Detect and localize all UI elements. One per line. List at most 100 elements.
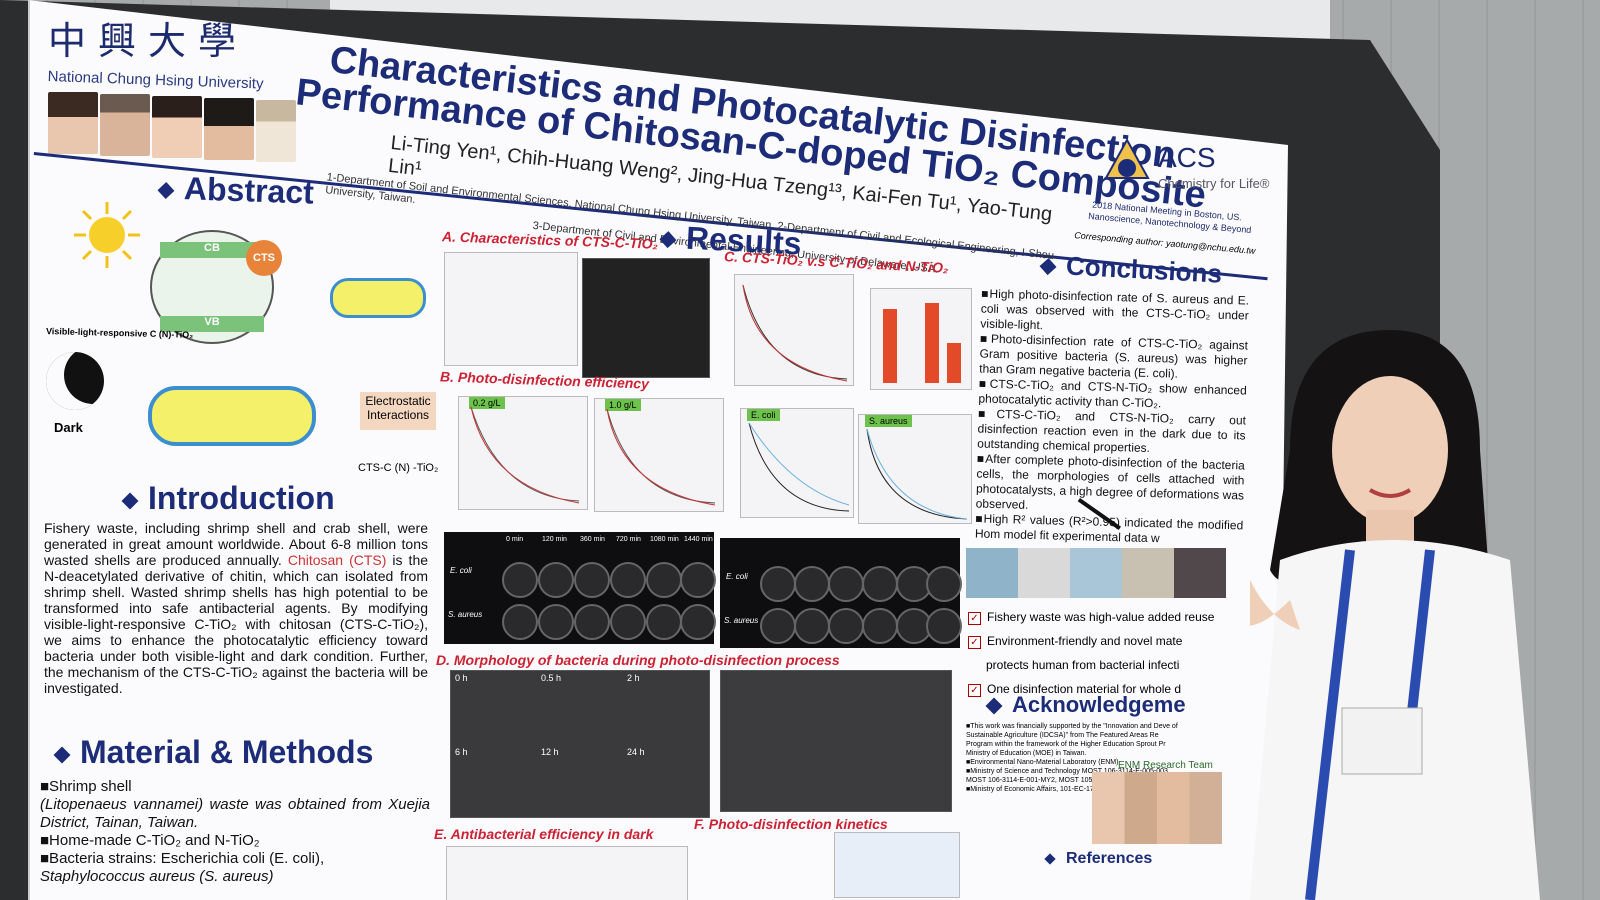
petri-dish <box>862 608 898 644</box>
dark-efficiency-chart <box>446 846 688 900</box>
kinetics-chart-saureus: S. aureus <box>858 414 972 524</box>
chitosan-term: Chitosan (CTS) <box>287 552 387 568</box>
dark-label: Dark <box>54 420 83 435</box>
petri-dish <box>926 608 962 644</box>
method-item: ■Bacteria strains: Escherichia coli (E. … <box>40 850 325 867</box>
key-point-1: ✓ Fishery waste was high-value added reus… <box>968 610 1214 625</box>
ack-item: ■Environmental Nano-Material Laboratory … <box>966 759 1119 766</box>
results-d-heading: D. Morphology of bacteria during photo-d… <box>436 652 840 668</box>
ack-item: ■Ministry of Economic Affairs, 101-EC-17… <box>966 786 1136 793</box>
application-photos <box>966 548 1226 598</box>
introduction-text: Fishery waste, including shrimp shell an… <box>44 520 428 696</box>
petri-dish <box>610 604 646 640</box>
conclusion-item: ■After complete photo-disinfection of th… <box>975 451 1245 512</box>
key-point-2: ✓ Environment-friendly and novel mate <box>968 634 1182 649</box>
petri-dish <box>926 566 962 602</box>
petri-dish-panel-2: E. coli S. aureus <box>720 538 962 648</box>
acs-tagline: Chemistry for Life® <box>1158 176 1270 191</box>
method-item: Staphylococcus aureus (S. aureus) <box>40 868 274 885</box>
disinfection-chart-1: 0.2 g/L <box>458 396 588 510</box>
petri-dish <box>574 562 610 598</box>
bar <box>947 343 961 383</box>
bar <box>883 309 897 383</box>
row-label: E. coli <box>726 572 748 581</box>
acs-name: ACS <box>1158 142 1216 173</box>
bacterium-light <box>330 278 426 318</box>
university-en: National Chung Hsing University <box>47 68 264 93</box>
row-label: S. aureus <box>724 616 759 625</box>
research-poster: 中興大學 National Chung Hsing University Cha… <box>28 0 1288 900</box>
sem-morphology-ecoli: 0 h 0.5 h 2 h 6 h 12 h 24 h <box>450 670 710 818</box>
sem-time: 0 h <box>455 673 468 683</box>
key-point-4: ✓ One disinfection material for whole d <box>968 682 1181 697</box>
team-photo <box>1092 772 1222 844</box>
methods-heading: Material & Methods <box>53 734 373 771</box>
sun-icon <box>72 200 142 275</box>
abstract-heading: Abstract <box>157 169 314 211</box>
petri-dish <box>610 562 646 598</box>
results-e-heading: E. Antibacterial efficiency in dark <box>434 826 654 842</box>
valence-band: VB <box>160 316 264 332</box>
intro-paragraph-1: Fishery waste, including shrimp shell an… <box>44 520 428 568</box>
method-item: ■Shrimp shell <box>40 778 132 795</box>
moon-icon <box>46 352 104 410</box>
petri-dish <box>574 604 610 640</box>
bacterium-dark <box>148 386 316 446</box>
sem-time: 2 h <box>627 673 640 683</box>
time-label: 1080 min <box>650 536 679 543</box>
conclusion-item: ■High photo-disinfection rate of S. aure… <box>980 286 1250 333</box>
petri-dish-panel-1: E. coli S. aureus 0 min 120 min 360 min … <box>444 532 716 644</box>
acknowledgement-text: ■This work was financially supported by … <box>966 722 1186 794</box>
petri-dish <box>828 608 864 644</box>
dose-tag: 0.2 g/L <box>469 397 505 409</box>
bar <box>925 303 939 383</box>
strain-tag: E. coli <box>747 409 780 421</box>
dose-tag: 1.0 g/L <box>605 399 641 411</box>
acknowledgement-heading: Acknowledgeme <box>985 692 1186 718</box>
university-cn: 中興大學 <box>48 19 249 63</box>
sem-morphology-saureus <box>720 670 952 812</box>
cts-node: CTS <box>246 240 282 276</box>
conduction-band: CB <box>160 242 264 258</box>
petri-dish <box>502 604 538 640</box>
results-f-heading: F. Photo-disinfection kinetics <box>694 816 888 832</box>
ack-item: ■Ministry of Science and Technology MOST… <box>966 768 1170 784</box>
petri-dish <box>646 562 682 598</box>
petri-dish <box>760 566 796 602</box>
petri-dish <box>538 562 574 598</box>
methods-text: ■Shrimp shell (Litopenaeus vannamei) was… <box>40 778 430 886</box>
sem-time: 12 h <box>541 747 559 757</box>
conclusions-text: ■High photo-disinfection rate of S. aure… <box>975 287 1250 549</box>
acs-logo-icon <box>1104 137 1150 184</box>
method-item: ■Home-made C-TiO₂ and N-TiO₂ <box>40 832 260 849</box>
sem-time: 0.5 h <box>541 673 562 683</box>
petri-dish <box>646 604 682 640</box>
time-label: 120 min <box>542 536 567 543</box>
team-label: ENM Research Team <box>1118 760 1213 771</box>
disinfection-chart-2: 1.0 g/L <box>594 398 724 512</box>
petri-dish <box>794 608 830 644</box>
comparison-chart <box>734 274 854 386</box>
petri-dish <box>538 604 574 640</box>
petri-dish <box>502 562 538 598</box>
petri-dish <box>760 608 796 644</box>
time-label: 0 min <box>506 536 524 543</box>
author-photo <box>100 94 150 156</box>
time-label: 360 min <box>580 536 605 543</box>
kinetics-chart-ecoli: E. coli <box>740 408 854 518</box>
author-photo <box>256 100 296 162</box>
cts-c-label: CTS-C (N) -TiO₂ <box>358 462 439 474</box>
author-photo <box>204 98 254 160</box>
sem-time: 24 h <box>627 747 645 757</box>
bar-chart <box>870 288 972 390</box>
conclusion-item: ■Photo-disinfection rate of CTS-C-TiO₂ a… <box>979 331 1249 381</box>
kinetics-table <box>834 832 960 898</box>
petri-dish <box>680 604 716 640</box>
petri-dish <box>862 566 898 602</box>
ack-item: ■This work was financially supported by … <box>966 723 1178 757</box>
conclusion-item: ■High R² values (R²>0.95) indicated the … <box>974 511 1244 546</box>
row-label: S. aureus <box>448 610 483 619</box>
sem-time: 6 h <box>455 747 468 757</box>
time-label: 1440 min <box>684 536 713 543</box>
